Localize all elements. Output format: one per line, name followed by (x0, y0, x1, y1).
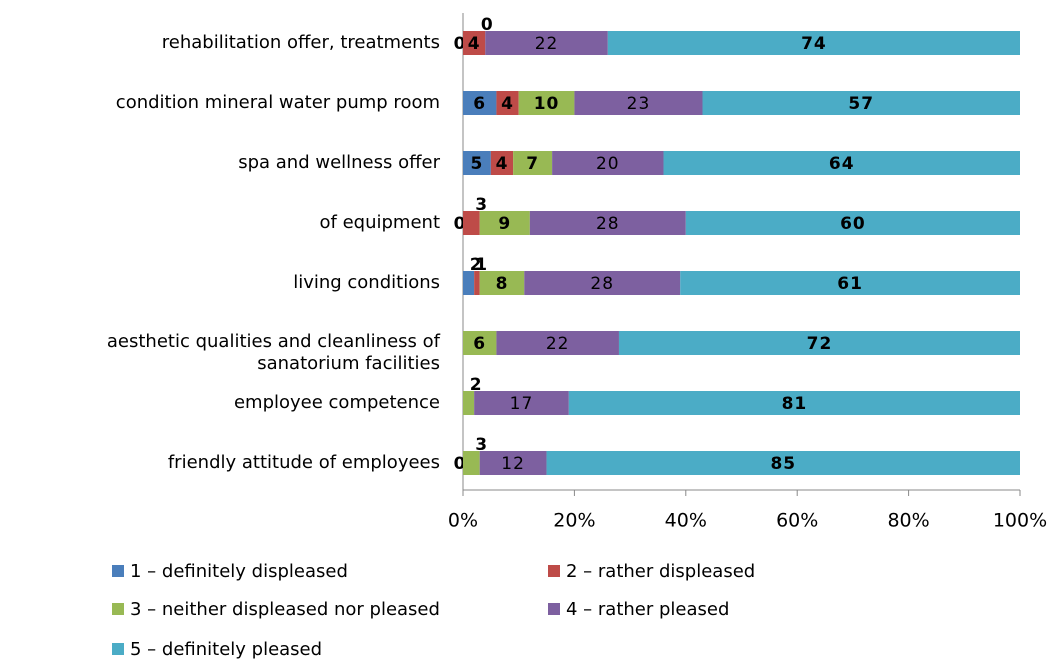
category-label: condition mineral water pump room (115, 92, 440, 113)
data-label: 9 (498, 214, 511, 234)
bar-segment (485, 31, 608, 55)
data-label: 0 (454, 214, 467, 234)
data-label: 0 (454, 34, 467, 54)
data-label: 28 (590, 274, 614, 294)
data-label: 2 (470, 375, 483, 395)
bar-segment (479, 451, 547, 475)
x-tick-label: 20% (553, 510, 595, 532)
bar-segment (463, 211, 480, 235)
data-label: 85 (770, 454, 796, 474)
bar-segment (463, 451, 480, 475)
category-label: friendly attitude of employees (167, 452, 440, 473)
bar-segment (574, 91, 703, 115)
legend-swatch (548, 565, 560, 577)
data-label: 22 (535, 34, 559, 54)
legend-label: 4 – rather pleased (566, 599, 729, 620)
bar-segment (518, 91, 575, 115)
data-label: 23 (627, 94, 651, 114)
bar-segment (479, 211, 530, 235)
bar-segment (529, 211, 686, 235)
bar-segment (607, 31, 1020, 55)
bar-segment (490, 151, 514, 175)
legend-label: 2 – rather displeased (566, 561, 755, 582)
data-label: 60 (840, 214, 866, 234)
data-label: 1 (475, 255, 488, 275)
bar-segment (702, 91, 1020, 115)
bar-segment (496, 91, 519, 115)
data-label: 3 (475, 435, 488, 455)
data-label: 8 (496, 274, 509, 294)
data-label: 22 (546, 334, 570, 354)
bar-segment (463, 91, 497, 115)
data-label: 6 (473, 334, 486, 354)
bar-segment (463, 331, 497, 355)
legend-swatch (112, 565, 124, 577)
bar-segment (474, 391, 569, 415)
legend-swatch (112, 603, 124, 615)
data-label: 61 (837, 274, 863, 294)
data-label: 20 (596, 154, 620, 174)
data-label: 28 (596, 214, 620, 234)
legend-label: 3 – neither displeased nor pleased (130, 599, 440, 620)
x-tick-label: 100% (993, 510, 1047, 532)
legend-label: 1 – definitely displeased (130, 561, 348, 582)
x-tick-label: 0% (448, 510, 478, 532)
category-label: of equipment (319, 212, 440, 233)
x-tick-label: 60% (776, 510, 818, 532)
data-label: 4 (496, 154, 509, 174)
bar-segment (552, 151, 664, 175)
category-label: aesthetic qualities and cleanliness of s… (106, 331, 440, 374)
bar-segment (524, 271, 681, 295)
data-label: 7 (526, 154, 539, 174)
category-label: spa and wellness offer (238, 152, 440, 173)
data-label: 74 (801, 34, 827, 54)
bar-segment (568, 391, 1020, 415)
data-label: 81 (782, 394, 808, 414)
bar-segment (513, 151, 553, 175)
bar-segment (463, 391, 475, 415)
legend-swatch (112, 643, 124, 655)
x-tick-label: 40% (665, 510, 707, 532)
bar-segment (685, 211, 1020, 235)
bar-segment (663, 151, 1020, 175)
legend-label: 5 – definitely pleased (130, 639, 322, 660)
data-label: 5 (471, 154, 484, 174)
data-label: 4 (501, 94, 514, 114)
legend-swatch (548, 603, 560, 615)
bar-segment (474, 271, 480, 295)
data-label: 0 (481, 15, 494, 35)
data-label: 12 (501, 454, 525, 474)
bar-segment (496, 331, 619, 355)
data-label: 6 (473, 94, 486, 114)
category-label: living conditions (293, 272, 440, 293)
data-label: 57 (848, 94, 874, 114)
bar-segment (680, 271, 1020, 295)
bar-segment (463, 31, 486, 55)
data-label: 64 (829, 154, 855, 174)
bar-segment (463, 151, 491, 175)
data-label: 2 (470, 255, 483, 275)
data-label: 10 (534, 94, 560, 114)
bar-segment (546, 451, 1020, 475)
bar-segment (479, 271, 525, 295)
data-label: 3 (475, 195, 488, 215)
category-label: rehabilitation offer, treatments (161, 32, 440, 53)
category-label: employee competence (233, 392, 440, 413)
data-label: 17 (510, 394, 534, 414)
data-label: 0 (454, 454, 467, 474)
data-label: 72 (807, 334, 833, 354)
data-label: 4 (468, 34, 481, 54)
bar-segment (463, 271, 475, 295)
x-tick-label: 80% (887, 510, 929, 532)
bar-segment (618, 331, 1020, 355)
